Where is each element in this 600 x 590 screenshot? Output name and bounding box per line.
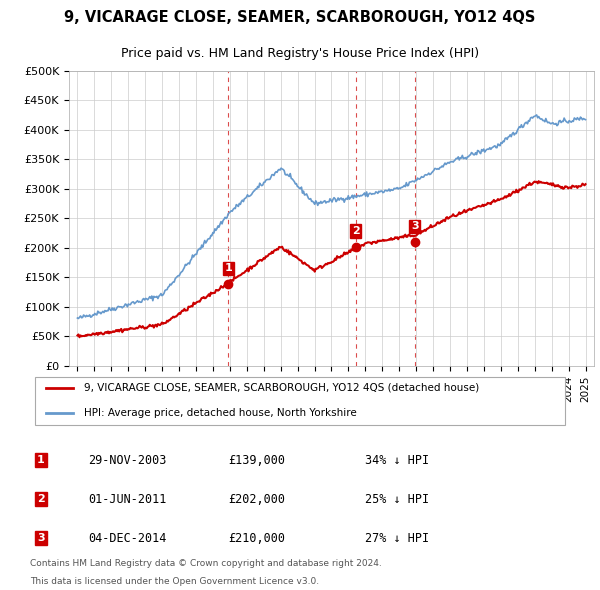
Text: 1: 1 (37, 455, 44, 465)
Text: This data is licensed under the Open Government Licence v3.0.: This data is licensed under the Open Gov… (30, 577, 319, 586)
Text: 25% ↓ HPI: 25% ↓ HPI (365, 493, 429, 506)
Text: 9, VICARAGE CLOSE, SEAMER, SCARBOROUGH, YO12 4QS: 9, VICARAGE CLOSE, SEAMER, SCARBOROUGH, … (64, 10, 536, 25)
Text: 2: 2 (352, 226, 359, 236)
Text: £202,000: £202,000 (228, 493, 286, 506)
Text: 04-DEC-2014: 04-DEC-2014 (88, 532, 166, 545)
Text: Contains HM Land Registry data © Crown copyright and database right 2024.: Contains HM Land Registry data © Crown c… (30, 559, 382, 568)
Text: HPI: Average price, detached house, North Yorkshire: HPI: Average price, detached house, Nort… (84, 408, 357, 418)
Text: 27% ↓ HPI: 27% ↓ HPI (365, 532, 429, 545)
Text: 9, VICARAGE CLOSE, SEAMER, SCARBOROUGH, YO12 4QS (detached house): 9, VICARAGE CLOSE, SEAMER, SCARBOROUGH, … (84, 383, 479, 393)
Text: £210,000: £210,000 (228, 532, 286, 545)
Text: 3: 3 (411, 221, 419, 231)
Text: 34% ↓ HPI: 34% ↓ HPI (365, 454, 429, 467)
Text: 3: 3 (37, 533, 44, 543)
Text: Price paid vs. HM Land Registry's House Price Index (HPI): Price paid vs. HM Land Registry's House … (121, 47, 479, 60)
Text: 29-NOV-2003: 29-NOV-2003 (88, 454, 166, 467)
Text: 2: 2 (37, 494, 44, 504)
Text: £139,000: £139,000 (228, 454, 286, 467)
Text: 1: 1 (224, 263, 232, 273)
Text: 01-JUN-2011: 01-JUN-2011 (88, 493, 166, 506)
FancyBboxPatch shape (35, 378, 565, 425)
